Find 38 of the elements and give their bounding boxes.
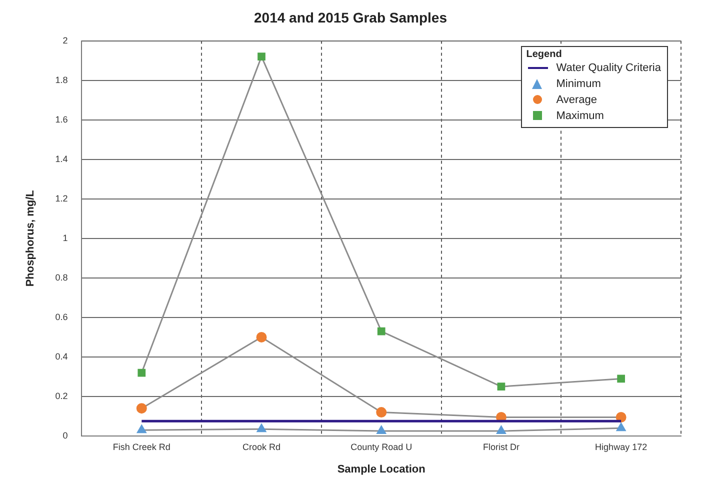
y-tick-label: 1.6 — [55, 114, 68, 124]
y-tick-label: 0 — [62, 430, 68, 440]
x-tick-label: County Road U — [350, 442, 412, 452]
legend-label: Minimum — [556, 78, 601, 90]
point — [136, 424, 146, 434]
legend-label: Water Quality Criteria — [556, 62, 661, 74]
x-tick-label: Crook Rd — [242, 442, 281, 452]
y-tick-label: 0.2 — [55, 390, 68, 401]
x-tick-label: Highway 172 — [595, 442, 648, 452]
point — [496, 426, 506, 434]
y-tick-label: 1 — [62, 232, 68, 243]
point — [258, 52, 266, 61]
point — [497, 382, 506, 391]
y-tick-label: 0.4 — [55, 351, 68, 362]
legend-title: Legend — [526, 49, 563, 60]
point — [256, 424, 266, 432]
x-tick-label: Fish Creek Rd — [112, 442, 170, 452]
point — [616, 422, 626, 432]
y-tick-label: 1.4 — [55, 154, 68, 164]
x-axis-title: Sample Location — [337, 463, 426, 476]
point — [617, 374, 626, 383]
point — [616, 412, 626, 422]
y-tick-label: 0.6 — [55, 312, 68, 322]
y-tick-label: 1.8 — [55, 74, 68, 85]
point — [136, 403, 147, 414]
chart-title: 2014 and 2015 Grab Samples — [254, 9, 448, 26]
point — [138, 368, 146, 377]
legend-label: Maximum — [556, 110, 604, 122]
y-tick-label: 1.2 — [55, 193, 68, 204]
point — [376, 426, 386, 434]
y-tick-label: 2 — [62, 35, 68, 46]
point — [256, 332, 267, 342]
point — [377, 327, 386, 336]
y-tick-label: 0.8 — [55, 272, 68, 282]
y-axis-title: Phosphorus, mg/L — [24, 190, 37, 287]
x-tick-label: Florist Dr — [482, 442, 520, 452]
point — [376, 407, 387, 418]
legend-label: Average — [556, 94, 598, 106]
